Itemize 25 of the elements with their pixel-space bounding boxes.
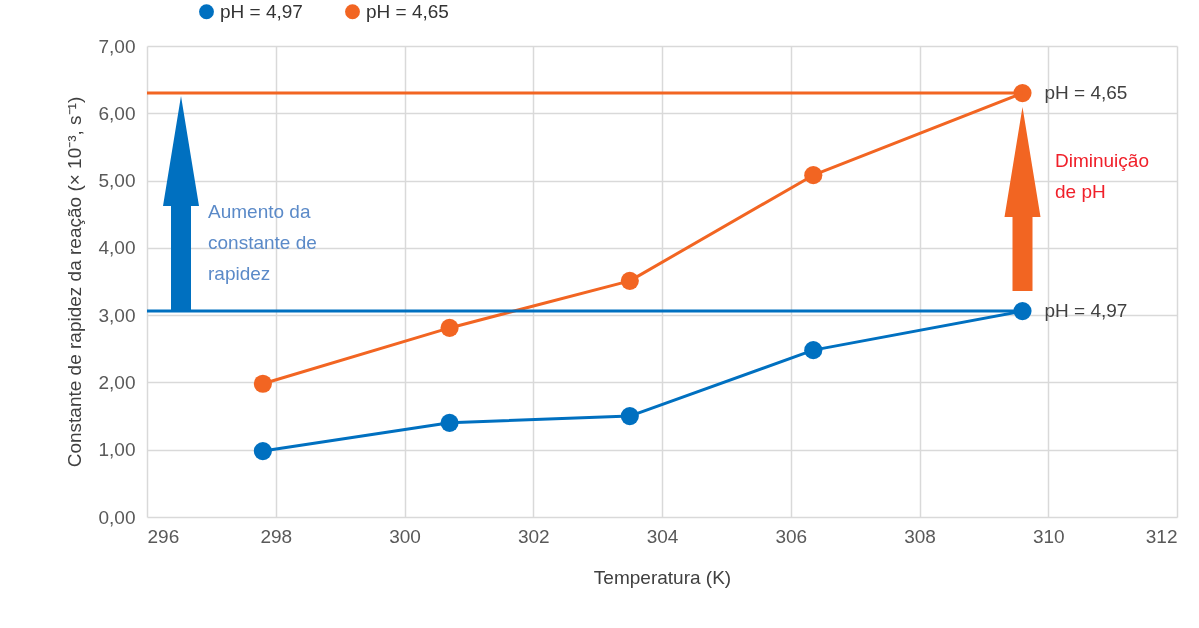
x-tick-label: 312 — [1145, 525, 1178, 547]
y-axis-title: Constante de rapidez da reação (× 10⁻³, s⁻¹) — [63, 96, 85, 468]
x-tick-label: 298 — [260, 525, 293, 547]
y-tick-label: 6,00 — [98, 102, 136, 124]
x-axis-title: Temperatura (K) — [593, 566, 732, 588]
annotation: pH = 4,97 — [1044, 300, 1128, 322]
legend-label: pH = 4,97 — [220, 0, 303, 22]
x-tick-label: 306 — [775, 525, 808, 547]
y-tick-label: 7,00 — [98, 35, 136, 57]
x-tick-label: 310 — [1032, 525, 1065, 547]
y-tick-label: 0,00 — [98, 506, 136, 528]
y-tick-label: 4,00 — [98, 237, 136, 259]
annotation: pH = 4,65 — [1044, 82, 1128, 104]
x-tick-label: 302 — [517, 525, 550, 547]
annotation: Diminuição de pH — [1055, 150, 1149, 202]
x-tick-label: 308 — [904, 525, 936, 547]
annotation: Aumento da constante de rapidez — [208, 201, 317, 284]
x-tick-label: 304 — [646, 525, 679, 547]
x-tick-label: 300 — [389, 525, 421, 547]
legend-label: pH = 4,65 — [366, 0, 449, 22]
y-tick-label: 3,00 — [98, 304, 136, 326]
y-tick-label: 5,00 — [98, 170, 136, 192]
x-tick-label: 296 — [147, 525, 180, 547]
y-tick-label: 1,00 — [98, 439, 136, 461]
y-tick-label: 2,00 — [98, 371, 136, 393]
